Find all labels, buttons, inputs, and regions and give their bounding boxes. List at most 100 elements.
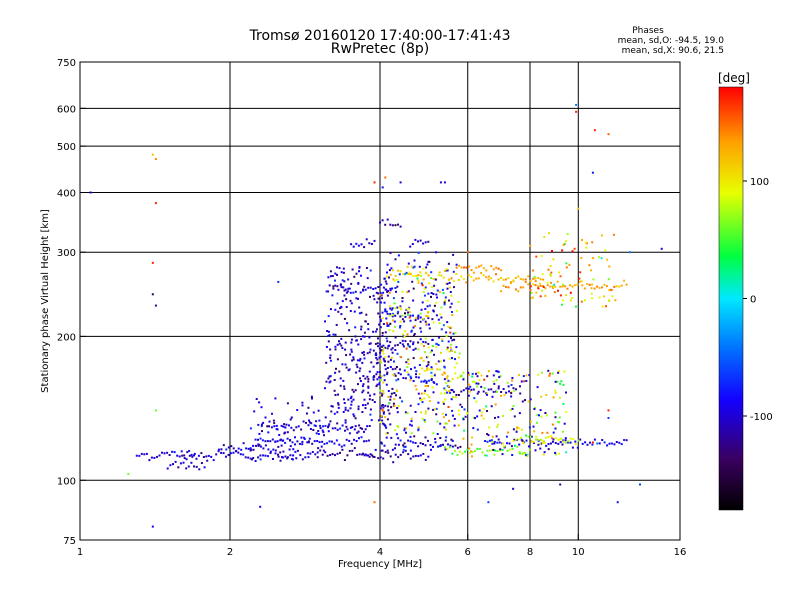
echo-point — [240, 448, 243, 451]
echo-point — [527, 435, 530, 438]
echo-point — [502, 445, 505, 448]
echo-point — [382, 411, 385, 414]
echo-point — [430, 349, 433, 352]
echo-point — [378, 356, 381, 359]
echo-point — [385, 337, 388, 340]
echo-point — [329, 359, 332, 362]
echo-point — [584, 241, 587, 244]
echo-point — [222, 444, 225, 447]
echo-point — [385, 426, 388, 429]
echo-point — [383, 424, 386, 427]
echo-point — [296, 409, 299, 411]
echo-point — [447, 385, 450, 388]
echo-point — [452, 253, 455, 256]
echo-point — [571, 250, 574, 253]
echo-point — [390, 436, 393, 439]
echo-point — [317, 430, 320, 432]
echo-point — [363, 246, 366, 249]
echo-point — [313, 424, 316, 427]
echo-point — [437, 274, 440, 277]
echo-point — [500, 277, 502, 279]
echo-point — [487, 501, 490, 504]
echo-point — [367, 323, 370, 325]
echo-point — [416, 274, 419, 277]
echo-point — [393, 373, 396, 376]
echo-point — [450, 294, 453, 297]
echo-point — [502, 388, 505, 390]
echo-point — [382, 357, 385, 360]
echo-point — [480, 414, 483, 417]
echo-point — [453, 351, 456, 354]
echo-point — [585, 242, 588, 245]
echo-point — [465, 281, 468, 284]
echo-point — [493, 442, 496, 445]
echo-point — [422, 242, 425, 245]
echo-point — [397, 269, 400, 272]
echo-point — [575, 103, 578, 106]
echo-point — [309, 421, 311, 424]
echo-point — [418, 372, 421, 375]
echo-point — [323, 442, 326, 445]
echo-point — [153, 456, 156, 459]
echo-point — [494, 449, 496, 452]
echo-point — [395, 290, 397, 293]
echo-point — [360, 338, 363, 341]
echo-point — [368, 398, 371, 401]
echo-point — [444, 422, 447, 425]
echo-point — [161, 451, 163, 454]
echo-point — [447, 340, 450, 343]
echo-point — [436, 368, 439, 371]
echo-point — [529, 398, 532, 401]
echo-point — [506, 449, 509, 452]
echo-point — [436, 296, 438, 299]
echo-point — [424, 458, 427, 461]
echo-point — [541, 441, 544, 444]
echo-point — [372, 378, 375, 381]
echo-point — [301, 401, 304, 404]
echo-point — [394, 344, 397, 347]
echo-point — [376, 301, 379, 304]
echo-point — [660, 247, 663, 250]
echo-point — [608, 265, 611, 268]
echo-point — [328, 423, 331, 426]
echo-point — [339, 427, 342, 430]
echo-point — [331, 405, 334, 408]
echo-point — [329, 375, 332, 378]
echo-point — [280, 424, 283, 427]
echo-point — [375, 356, 378, 359]
echo-point — [368, 425, 371, 427]
echo-point — [324, 320, 326, 323]
echo-point — [543, 451, 546, 454]
echo-point — [424, 337, 427, 340]
echo-point — [426, 385, 429, 388]
echo-point — [385, 282, 388, 285]
echo-point — [409, 314, 412, 317]
echo-point — [430, 277, 433, 280]
echo-point — [331, 275, 334, 277]
echo-point — [598, 442, 601, 445]
echo-point — [386, 322, 389, 325]
echo-point — [410, 424, 413, 427]
echo-point — [496, 441, 499, 444]
echo-point — [151, 525, 154, 528]
echo-point — [440, 351, 442, 354]
echo-point — [364, 453, 367, 456]
echo-point — [433, 284, 436, 287]
echo-point — [424, 420, 426, 423]
echo-point — [539, 295, 542, 298]
echo-point — [445, 436, 448, 439]
echo-point — [451, 357, 453, 360]
echo-point — [505, 286, 507, 288]
echo-point — [540, 442, 543, 445]
echo-point — [451, 409, 454, 412]
echo-point — [390, 267, 393, 270]
echo-point — [424, 444, 427, 447]
echo-point — [383, 379, 386, 382]
echo-point — [382, 392, 385, 395]
echo-point — [524, 280, 527, 283]
echo-point — [397, 426, 400, 429]
echo-point — [588, 264, 591, 267]
echo-point — [561, 303, 564, 306]
